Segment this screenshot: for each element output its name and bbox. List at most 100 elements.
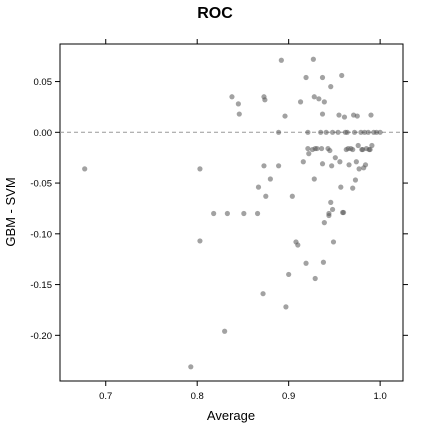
- data-point: [377, 129, 383, 135]
- data-point: [350, 185, 356, 191]
- data-point: [319, 111, 326, 117]
- data-point: [367, 146, 373, 153]
- data-point: [278, 57, 284, 63]
- y-tick-label: -0.10: [30, 229, 52, 240]
- data-point: [329, 163, 335, 169]
- data-point: [316, 96, 322, 102]
- data-point: [236, 111, 242, 117]
- data-point: [338, 184, 344, 190]
- data-point: [373, 129, 380, 135]
- data-point: [354, 113, 360, 119]
- data-point: [361, 129, 368, 135]
- data-point: [358, 129, 364, 135]
- data-point: [340, 209, 347, 216]
- data-point: [211, 210, 217, 217]
- data-point: [328, 84, 334, 90]
- data-point: [254, 210, 261, 217]
- data-point: [300, 159, 306, 165]
- data-point: [222, 328, 228, 334]
- data-point: [321, 220, 327, 226]
- data-point: [314, 145, 320, 152]
- data-point: [369, 142, 375, 149]
- data-point: [332, 155, 338, 161]
- data-point: [318, 145, 325, 152]
- y-tick-label: 0.05: [34, 77, 53, 88]
- data-point: [224, 210, 230, 217]
- data-point: [336, 112, 342, 118]
- data-point: [303, 74, 309, 81]
- y-tick-label: -0.15: [30, 280, 52, 291]
- data-point: [335, 129, 341, 135]
- data-point: [368, 112, 374, 118]
- data-point: [339, 72, 345, 79]
- data-point: [305, 129, 311, 135]
- data-point: [326, 212, 332, 219]
- data-point: [305, 145, 311, 152]
- data-point: [320, 259, 327, 265]
- data-point: [330, 239, 337, 245]
- data-point: [351, 129, 358, 135]
- data-point: [297, 99, 304, 105]
- x-tick-label: 0.7: [99, 391, 112, 402]
- data-point: [355, 142, 361, 149]
- y-tick-label: -0.20: [30, 331, 52, 342]
- data-point: [276, 163, 282, 169]
- data-point: [267, 176, 273, 182]
- data-point: [350, 146, 356, 153]
- data-point: [319, 161, 326, 167]
- x-tick-label: 0.8: [191, 391, 204, 402]
- data-point: [276, 129, 282, 135]
- data-point: [261, 163, 267, 169]
- data-point: [306, 151, 312, 157]
- data-point: [295, 242, 301, 248]
- data-point: [241, 210, 247, 217]
- data-point: [337, 159, 343, 165]
- data-point: [82, 166, 88, 172]
- data-point: [352, 177, 359, 183]
- data-point: [188, 364, 194, 370]
- plot-frame: [59, 43, 404, 382]
- data-point: [235, 101, 241, 107]
- y-axis-label: GBM - SVM: [3, 177, 18, 246]
- data-point: [255, 184, 262, 190]
- data-point: [229, 94, 235, 100]
- data-point: [260, 291, 266, 297]
- data-point: [346, 162, 352, 168]
- data-point: [262, 97, 268, 103]
- data-point: [356, 166, 362, 172]
- data-point: [341, 114, 348, 120]
- data-point: [329, 206, 336, 213]
- data-point: [286, 271, 292, 278]
- x-tick-label: 1.0: [374, 391, 387, 402]
- x-tick-label: 0.9: [282, 391, 295, 402]
- data-point: [353, 159, 359, 165]
- data-point: [311, 94, 317, 100]
- y-tick-label: 0.00: [34, 128, 53, 139]
- data-point: [197, 166, 203, 172]
- data-point: [311, 176, 317, 182]
- data-point: [197, 238, 203, 244]
- data-points: [82, 56, 383, 370]
- data-point: [312, 275, 318, 282]
- data-point: [282, 113, 288, 119]
- x-axis: 0.7 0.8 0.9 1.0: [99, 39, 387, 402]
- data-point: [323, 129, 329, 135]
- data-point: [310, 56, 316, 62]
- data-point: [283, 304, 289, 310]
- data-point: [321, 99, 327, 105]
- y-axis: -0.20 -0.15 -0.10 -0.05 0.00 0.05: [30, 77, 408, 342]
- chart-title: ROC: [197, 5, 233, 22]
- data-point: [328, 199, 334, 205]
- data-point: [303, 260, 309, 266]
- x-axis-label: Average: [207, 408, 255, 423]
- data-point: [289, 193, 295, 199]
- y-tick-label: -0.05: [30, 179, 52, 190]
- data-point: [263, 193, 269, 199]
- data-point: [329, 129, 336, 135]
- data-point: [327, 147, 333, 154]
- data-point: [362, 162, 369, 168]
- data-point: [365, 129, 371, 135]
- data-point: [344, 129, 350, 135]
- data-point: [319, 74, 326, 81]
